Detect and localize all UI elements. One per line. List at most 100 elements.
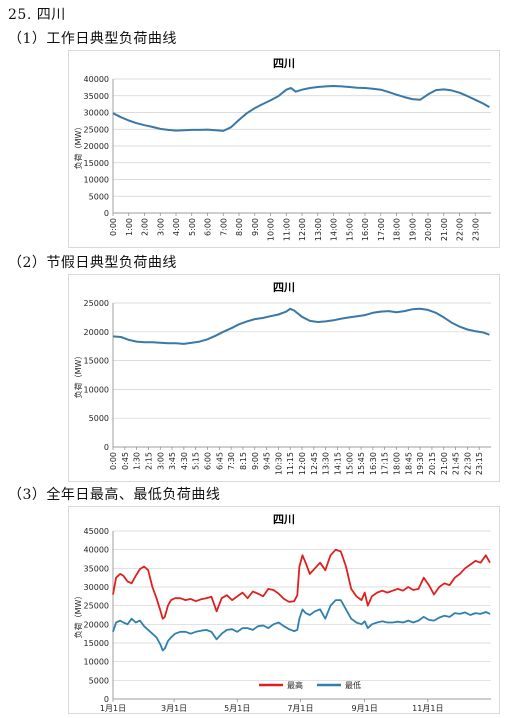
x-tick-label: 6:00 (204, 452, 213, 470)
y-tick-label: 40000 (84, 546, 109, 555)
holiday-load-chart: 四川 0 5000 10000 15000 20000 25000 负荷（MW） 0:00 0:4… (68, 274, 500, 482)
x-tick-label: 21:00 (440, 218, 449, 241)
x-tick-label: 5:15 (192, 452, 201, 470)
y-tick-label: 15000 (84, 639, 109, 648)
section-title: 25. 四川 (8, 7, 66, 23)
y-tick-label: 0 (104, 443, 109, 452)
x-tick-label: 7:00 (219, 218, 228, 236)
x-tick-label: 11:00 (282, 218, 291, 241)
x-tick-label: 18:00 (393, 218, 402, 241)
x-tick-label: 8:00 (235, 218, 244, 236)
y-axis-label: 负荷（MW） (73, 123, 83, 170)
y-tick-label: 5000 (89, 414, 109, 423)
x-tick-label: 2:00 (141, 218, 150, 236)
x-tick-label: 2:15 (144, 452, 153, 470)
y-tick-label: 15000 (84, 159, 109, 168)
y-tick-label: 20000 (84, 620, 109, 629)
x-tick-label: 14:15 (333, 452, 342, 475)
x-tick-label: 1:00 (125, 218, 134, 236)
x-tick-label: 5:00 (188, 218, 197, 236)
x-tick-label: 0:45 (121, 452, 130, 470)
chart-title: 四川 (273, 513, 295, 526)
x-tick-label: 21:00 (440, 452, 449, 475)
x-tick-label: 0:00 (109, 452, 118, 470)
x-tick-label: 17:15 (381, 452, 390, 475)
y-tick-label: 15000 (84, 357, 109, 366)
x-tick-label: 3月1日 (161, 704, 187, 713)
x-tick-label: 7:30 (227, 452, 236, 470)
series-line-0 (112, 307, 490, 345)
x-tick-label: 14:00 (330, 218, 339, 241)
x-tick-label: 6:00 (204, 218, 213, 236)
x-tick-label: 9:00 (251, 452, 260, 470)
subheading-annual: （3）全年日最高、最低负荷曲线 (8, 487, 221, 503)
x-tick-label: 18:45 (404, 452, 413, 475)
y-tick-label: 0 (104, 695, 109, 704)
x-tick-label: 19:30 (416, 452, 425, 475)
y-tick-label: 25000 (84, 125, 109, 134)
legend-label: 最高 (287, 680, 303, 690)
x-tick-label: 3:00 (156, 452, 165, 470)
x-tick-label: 11:15 (286, 452, 295, 475)
x-tick-label: 21:45 (452, 452, 461, 475)
x-tick-label: 8:15 (239, 452, 248, 470)
y-tick-label: 10000 (84, 385, 109, 394)
x-tick-label: 19:00 (408, 218, 417, 241)
x-tick-label: 9:45 (263, 452, 272, 470)
x-tick-label: 1:30 (133, 452, 142, 470)
y-tick-label: 35000 (84, 564, 109, 573)
x-tick-label: 4:30 (180, 452, 189, 470)
y-tick-label: 45000 (84, 527, 109, 536)
y-tick-label: 40000 (84, 75, 109, 84)
x-tick-label: 23:15 (475, 452, 484, 475)
y-tick-label: 20000 (84, 328, 109, 337)
x-tick-label: 7月1日 (287, 704, 313, 713)
y-tick-label: 10000 (84, 658, 109, 667)
x-tick-label: 15:45 (357, 452, 366, 475)
x-tick-label: 12:00 (298, 218, 307, 241)
annual-max-min-chart: 四川 0 5000 10000 15000 20000 25000 30000 35000 400… (68, 506, 500, 714)
y-tick-label: 25000 (84, 299, 109, 308)
y-tick-label: 35000 (84, 92, 109, 101)
y-tick-label: 0 (104, 209, 109, 218)
x-tick-label: 10:30 (274, 452, 283, 475)
x-tick-label: 16:00 (361, 218, 370, 241)
x-tick-label: 22:30 (463, 452, 472, 475)
x-tick-label: 20:15 (428, 452, 437, 475)
chart-title: 四川 (273, 57, 295, 70)
subheading-holiday: （2）节假日典型负荷曲线 (8, 255, 177, 271)
y-tick-label: 30000 (84, 109, 109, 118)
x-tick-label: 17:00 (377, 218, 386, 241)
y-tick-label: 10000 (84, 176, 109, 185)
x-tick-label: 13:30 (322, 452, 331, 475)
y-tick-label: 5000 (89, 192, 109, 201)
x-tick-label: 13:00 (314, 218, 323, 241)
x-tick-label: 15:00 (345, 218, 354, 241)
x-tick-label: 23:00 (471, 218, 480, 241)
x-tick-label: 6:45 (215, 452, 224, 470)
subheading-workday: （1）工作日典型负荷曲线 (8, 31, 177, 47)
x-tick-label: 10:00 (267, 218, 276, 241)
y-axis-label: 负荷（MW） (73, 352, 83, 399)
x-tick-label: 22:00 (456, 218, 465, 241)
x-tick-label: 4:00 (172, 218, 181, 236)
x-tick-label: 3:00 (156, 218, 165, 236)
x-tick-label: 16:30 (369, 452, 378, 475)
x-tick-label: 3:45 (168, 452, 177, 470)
x-tick-label: 0:00 (109, 218, 118, 236)
x-tick-label: 12:00 (298, 452, 307, 475)
series-line-最高 (112, 548, 491, 620)
x-tick-label: 20:00 (424, 218, 433, 241)
y-axis-label: 负荷（MW） (73, 592, 83, 639)
chart-title: 四川 (273, 281, 295, 294)
x-tick-label: 9:00 (251, 218, 260, 236)
x-tick-label: 18:00 (393, 452, 402, 475)
legend-label: 最低 (345, 680, 361, 690)
x-tick-label: 11月1日 (412, 704, 443, 713)
y-tick-label: 20000 (84, 142, 109, 151)
x-tick-label: 1月1日 (100, 704, 126, 713)
series-line-0 (112, 85, 490, 132)
series-line-最低 (112, 599, 491, 652)
x-tick-label: 12:45 (310, 452, 319, 475)
y-tick-label: 30000 (84, 583, 109, 592)
